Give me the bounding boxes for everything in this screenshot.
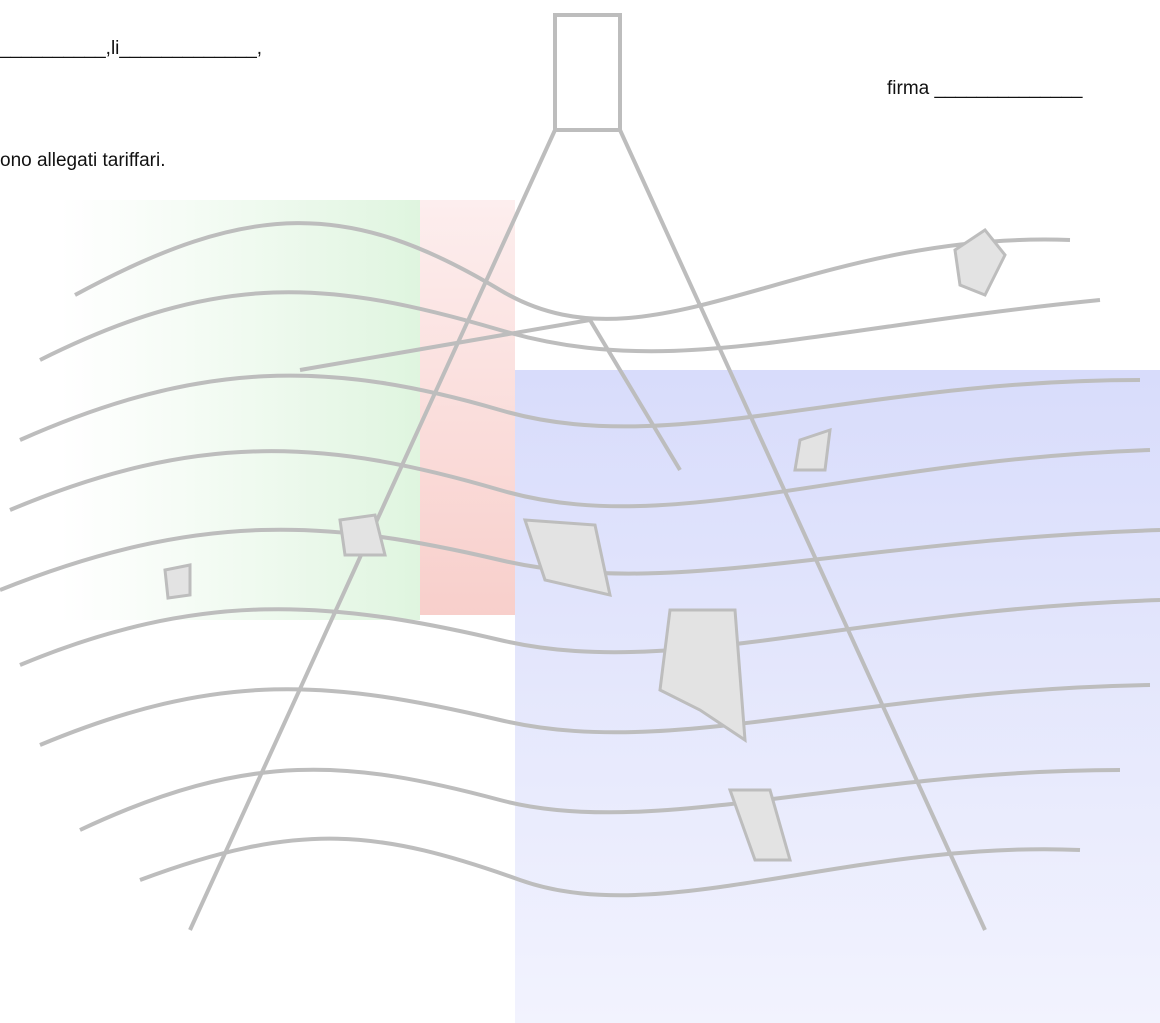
islands <box>163 227 1007 862</box>
note: ono allegati tariffari. <box>0 150 166 171</box>
green-area <box>60 200 420 620</box>
blue-area <box>515 370 1160 1023</box>
signature: firma ______________ <box>887 78 1083 99</box>
place-date: __________,li_____________, <box>0 38 263 59</box>
